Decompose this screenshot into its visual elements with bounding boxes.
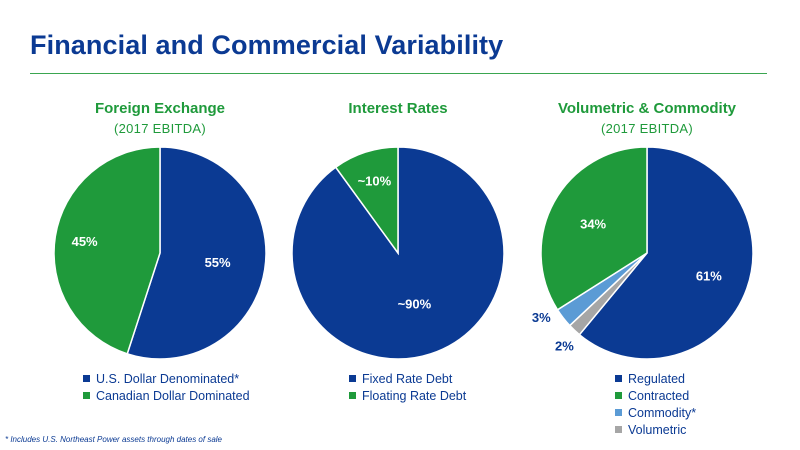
legend-item-commodity: Commodity* <box>615 404 696 421</box>
chart-title-volumetric-commodity: Volumetric & Commodity <box>557 100 737 117</box>
legend-volumetric-commodity: Regulated Contracted Commodity* Volumetric <box>615 370 696 438</box>
chart-title-foreign-exchange: Foreign Exchange <box>94 100 226 117</box>
data-label-canadian-dollar-dominated: 45% <box>72 234 98 249</box>
data-label-commodity: 3% <box>532 310 551 325</box>
legend-label: Fixed Rate Debt <box>362 371 453 386</box>
legend-label: Canadian Dollar Dominated <box>96 388 250 403</box>
chart-subtitle-foreign-exchange: (2017 EBITDA) <box>113 121 207 136</box>
legend-swatch <box>615 426 622 433</box>
data-label-floating-rate-debt: ~10% <box>358 173 392 188</box>
chart-title-interest-rates: Interest Rates <box>348 100 448 117</box>
legend-label: Volumetric <box>628 422 687 437</box>
legend-foreign-exchange: U.S. Dollar Denominated* Canadian Dollar … <box>83 370 250 404</box>
legend-label: Regulated <box>628 371 685 386</box>
pie-slice-canadian-dollar-dominated <box>53 146 161 355</box>
data-label-contracted: 34% <box>580 216 606 231</box>
legend-swatch <box>615 375 622 382</box>
data-label-regulated: 61% <box>696 268 722 283</box>
legend-item-contracted: Contracted <box>615 387 696 404</box>
data-label-volumetric: 2% <box>555 338 574 353</box>
legend-swatch <box>349 392 356 399</box>
data-label-u-s-dollar-denominated: 55% <box>205 255 231 270</box>
footnote: * Includes U.S. Northeast Power assets t… <box>5 435 223 444</box>
legend-item-floating-rate-debt: Floating Rate Debt <box>349 387 466 404</box>
legend-label: Commodity* <box>628 405 697 420</box>
legend-swatch <box>615 409 622 416</box>
chart-subtitle-volumetric-commodity: (2017 EBITDA) <box>600 121 694 136</box>
legend-item-fixed-rate-debt: Fixed Rate Debt <box>349 370 466 387</box>
legend-swatch <box>349 375 356 382</box>
pie-slice-u-s-dollar-denominated <box>126 146 267 360</box>
page-title: Financial and Commercial Variability <box>30 30 504 60</box>
legend-swatch <box>615 392 622 399</box>
pie-slice-regulated <box>578 146 754 360</box>
pie-slice-floating-rate-debt <box>334 146 399 256</box>
legend-swatch <box>83 375 90 382</box>
title-divider <box>30 73 767 74</box>
legend-item-canadian-dollar-dominated: Canadian Dollar Dominated <box>83 387 250 404</box>
legend-interest-rates: Fixed Rate Debt Floating Rate Debt <box>349 370 466 404</box>
data-label-fixed-rate-debt: ~90% <box>398 296 432 311</box>
pie-slice-contracted <box>540 146 648 311</box>
legend-swatch <box>83 392 90 399</box>
legend-item-u-s-dollar-denominated: U.S. Dollar Denominated* <box>83 370 250 387</box>
legend-item-regulated: Regulated <box>615 370 696 387</box>
legend-label: Contracted <box>628 388 690 403</box>
legend-item-volumetric: Volumetric <box>615 421 696 438</box>
legend-label: Floating Rate Debt <box>362 388 467 403</box>
legend-label: U.S. Dollar Denominated* <box>96 371 240 386</box>
